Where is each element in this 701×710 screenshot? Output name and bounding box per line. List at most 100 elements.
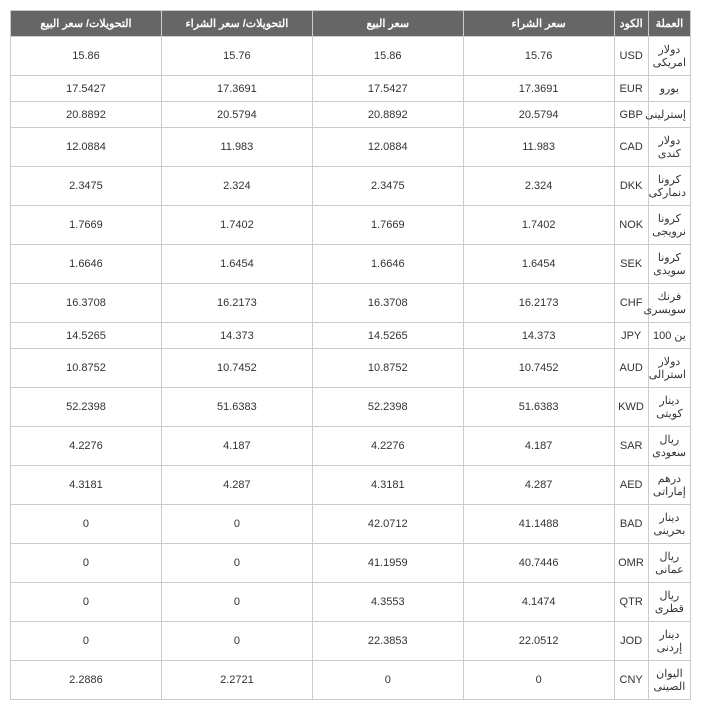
currency-name: ريال عمانى [648,544,690,583]
transfer-sell-rate: 2.2886 [11,661,162,700]
sell-rate: 16.3708 [312,284,463,323]
transfer-buy-rate: 0 [161,622,312,661]
currency-name: كرونا سويدى [648,245,690,284]
currency-code: SAR [614,427,648,466]
buy-rate: 11.983 [463,128,614,167]
transfer-buy-rate: 2.2721 [161,661,312,700]
sell-rate: 1.6646 [312,245,463,284]
transfer-sell-rate: 2.3475 [11,167,162,206]
currency-code: GBP [614,102,648,128]
table-row: إسترلينىGBP20.579420.889220.579420.8892 [11,102,691,128]
transfer-buy-rate: 1.7402 [161,206,312,245]
transfer-buy-rate: 10.7452 [161,349,312,388]
transfer-sell-rate: 0 [11,505,162,544]
buy-rate: 17.3691 [463,76,614,102]
sell-rate: 14.5265 [312,323,463,349]
currency-name: ريال قطرى [648,583,690,622]
buy-rate: 20.5794 [463,102,614,128]
transfer-sell-rate: 12.0884 [11,128,162,167]
transfer-sell-rate: 4.3181 [11,466,162,505]
currency-code: JOD [614,622,648,661]
table-row: ريال قطرىQTR4.14744.355300 [11,583,691,622]
currency-name: دولار كندى [648,128,690,167]
currency-code: DKK [614,167,648,206]
transfer-sell-rate: 0 [11,544,162,583]
buy-rate: 10.7452 [463,349,614,388]
transfer-sell-rate: 1.7669 [11,206,162,245]
transfer-buy-rate: 0 [161,544,312,583]
currency-code: OMR [614,544,648,583]
table-row: ين 100JPY14.37314.526514.37314.5265 [11,323,691,349]
transfer-sell-rate: 52.2398 [11,388,162,427]
sell-rate: 4.2276 [312,427,463,466]
col-transfer-sell: التحويلات/ سعر البيع [11,11,162,37]
currency-code: JPY [614,323,648,349]
transfer-sell-rate: 0 [11,583,162,622]
sell-rate: 2.3475 [312,167,463,206]
table-row: يوروEUR17.369117.542717.369117.5427 [11,76,691,102]
buy-rate: 4.187 [463,427,614,466]
currency-name: دولار امريكى [648,37,690,76]
col-currency: العملة [648,11,690,37]
buy-rate: 1.7402 [463,206,614,245]
table-row: دينار إردنىJOD22.051222.385300 [11,622,691,661]
sell-rate: 20.8892 [312,102,463,128]
col-transfer-buy: التحويلات/ سعر الشراء [161,11,312,37]
currency-code: CAD [614,128,648,167]
table-row: فرنك سويسرىCHF16.217316.370816.217316.37… [11,284,691,323]
table-row: كرونا نرويجىNOK1.74021.76691.74021.7669 [11,206,691,245]
currency-name: دينار كويتى [648,388,690,427]
table-row: ريال سعودىSAR4.1874.22764.1874.2276 [11,427,691,466]
exchange-rates-table: العملة الكود سعر الشراء سعر البيع التحوي… [10,10,691,700]
buy-rate: 40.7446 [463,544,614,583]
sell-rate: 12.0884 [312,128,463,167]
table-row: دولار استرالىAUD10.745210.875210.745210.… [11,349,691,388]
transfer-sell-rate: 0 [11,622,162,661]
sell-rate: 4.3553 [312,583,463,622]
buy-rate: 41.1488 [463,505,614,544]
transfer-buy-rate: 2.324 [161,167,312,206]
buy-rate: 22.0512 [463,622,614,661]
sell-rate: 10.8752 [312,349,463,388]
currency-code: USD [614,37,648,76]
sell-rate: 22.3853 [312,622,463,661]
transfer-buy-rate: 4.187 [161,427,312,466]
transfer-buy-rate: 0 [161,505,312,544]
sell-rate: 15.86 [312,37,463,76]
transfer-buy-rate: 20.5794 [161,102,312,128]
sell-rate: 0 [312,661,463,700]
currency-code: NOK [614,206,648,245]
table-row: كرونا دنماركىDKK2.3242.34752.3242.3475 [11,167,691,206]
table-row: دولار كندىCAD11.98312.088411.98312.0884 [11,128,691,167]
transfer-sell-rate: 1.6646 [11,245,162,284]
table-row: ريال عمانىOMR40.744641.195900 [11,544,691,583]
transfer-sell-rate: 17.5427 [11,76,162,102]
transfer-buy-rate: 0 [161,583,312,622]
buy-rate: 4.287 [463,466,614,505]
transfer-sell-rate: 4.2276 [11,427,162,466]
currency-name: دينار إردنى [648,622,690,661]
currency-name: كرونا نرويجى [648,206,690,245]
transfer-sell-rate: 10.8752 [11,349,162,388]
buy-rate: 16.2173 [463,284,614,323]
table-row: دولار امريكىUSD15.7615.8615.7615.86 [11,37,691,76]
col-sell: سعر البيع [312,11,463,37]
currency-name: اليوان الصينى [648,661,690,700]
buy-rate: 15.76 [463,37,614,76]
currency-code: AED [614,466,648,505]
transfer-sell-rate: 15.86 [11,37,162,76]
sell-rate: 41.1959 [312,544,463,583]
transfer-buy-rate: 4.287 [161,466,312,505]
transfer-buy-rate: 14.373 [161,323,312,349]
currency-code: QTR [614,583,648,622]
table-row: دينار كويتىKWD51.638352.239851.638352.23… [11,388,691,427]
currency-code: KWD [614,388,648,427]
col-code: الكود [614,11,648,37]
transfer-buy-rate: 11.983 [161,128,312,167]
currency-name: يورو [648,76,690,102]
buy-rate: 1.6454 [463,245,614,284]
transfer-sell-rate: 14.5265 [11,323,162,349]
buy-rate: 0 [463,661,614,700]
sell-rate: 4.3181 [312,466,463,505]
sell-rate: 17.5427 [312,76,463,102]
